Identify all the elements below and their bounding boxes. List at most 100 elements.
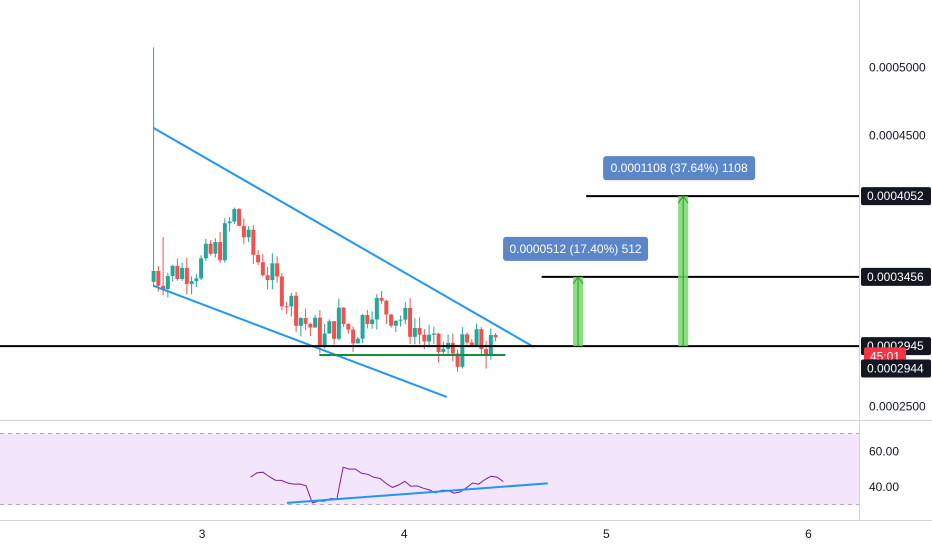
candle-down	[308, 322, 313, 337]
candle-body	[208, 243, 213, 254]
candle-up	[151, 47, 156, 288]
candle-body	[260, 262, 265, 276]
candle-up	[289, 292, 294, 317]
price-axis[interactable]: 0.0005000 0.0004500 0.0002500	[869, 61, 926, 414]
candle-down	[465, 332, 470, 345]
wedge-upper-trendline[interactable]	[153, 127, 535, 348]
candle-down	[256, 250, 261, 266]
measure-label-text: 0.0001108 (37.64%) 1108	[611, 161, 748, 175]
rsi-axis[interactable]: 60.00 40.00	[869, 444, 899, 494]
candle-body	[460, 334, 465, 367]
measure-label-bg	[503, 236, 649, 261]
rsi-panel	[0, 433, 859, 506]
measure-labels[interactable]: 0.0000512 (17.40%) 512 0.0001108 (37.64%…	[503, 156, 756, 261]
candle-down	[284, 302, 289, 314]
candle-body	[151, 270, 156, 282]
candle-up	[460, 327, 465, 369]
candle-body	[398, 319, 403, 321]
candle-up	[431, 326, 436, 344]
candle-down	[351, 326, 356, 352]
price-tag[interactable]: 0.0002944	[861, 359, 931, 378]
price-tags[interactable]: 0.0004052 0.0003456 0.0002945 45:01 0.00…	[861, 187, 931, 378]
candle-body	[403, 307, 408, 320]
candle-body	[284, 306, 289, 308]
candle-body	[427, 334, 432, 342]
price-tick-label: 0.0004500	[869, 128, 926, 142]
arrow-head-icon	[677, 195, 689, 204]
candle-down	[237, 208, 242, 227]
rsi-line	[250, 466, 504, 504]
price-tag-bg	[861, 359, 931, 378]
candle-down	[184, 257, 189, 295]
candle-up	[403, 302, 408, 325]
candle-down	[175, 258, 180, 281]
time-tick-label: 5	[603, 527, 610, 541]
time-tick-label: 3	[199, 527, 206, 541]
drawings[interactable]	[0, 127, 859, 398]
measure-arrow[interactable]	[572, 276, 584, 347]
candle-down	[379, 290, 384, 304]
candle-body	[384, 300, 389, 315]
wedge-lower-trendline[interactable]	[153, 284, 448, 398]
candle-down	[450, 333, 455, 362]
price-tick-label: 0.0005000	[869, 61, 926, 75]
candle-down	[469, 339, 474, 346]
candle-down	[346, 323, 351, 334]
candle-body	[227, 221, 232, 224]
candle-up	[370, 311, 375, 329]
price-tag-bg	[861, 267, 931, 286]
candle-body	[213, 242, 218, 254]
rsi-trendline[interactable]	[286, 482, 548, 504]
candle-up	[412, 318, 417, 345]
price-tag[interactable]: 0.0004052	[861, 187, 931, 206]
candle-body	[289, 295, 294, 307]
candle-body	[232, 209, 237, 222]
candle-body	[479, 329, 484, 350]
candle-up	[170, 265, 175, 282]
price-tag[interactable]: 0.0003456	[861, 267, 931, 286]
axis-lines	[0, 0, 932, 521]
candle-down	[265, 266, 270, 290]
candle-body	[203, 243, 208, 259]
candle-body	[379, 297, 384, 301]
price-tag-text: 0.0002944	[867, 362, 924, 376]
candle-body	[417, 327, 422, 335]
candle-up	[165, 272, 170, 298]
candle-body	[351, 329, 356, 344]
candle-body	[322, 333, 327, 346]
candle-body	[237, 209, 242, 226]
candle-body	[327, 321, 332, 334]
candle-body	[265, 275, 270, 281]
candle-up	[446, 334, 451, 355]
candle-down	[417, 317, 422, 345]
candle-up	[336, 298, 341, 341]
candle-up	[393, 320, 398, 333]
time-axis[interactable]: 3 4 5 6	[199, 527, 812, 541]
candle-down	[303, 308, 308, 331]
measure-label-bg	[603, 156, 756, 181]
price-tag-text: 0.0003456	[867, 270, 924, 284]
measure-arrow[interactable]	[677, 195, 689, 347]
candle-body	[275, 263, 280, 277]
candle-up	[180, 262, 185, 281]
candle-body	[156, 270, 161, 286]
candle-body	[441, 348, 446, 353]
candle-down	[455, 349, 460, 372]
candle-down	[341, 307, 346, 328]
measure-label-box[interactable]: 0.0001108 (37.64%) 1108	[603, 156, 756, 181]
measure-label-box[interactable]: 0.0000512 (17.40%) 512	[503, 236, 649, 261]
candle-down	[332, 320, 337, 345]
rsi-tick-label: 60.00	[869, 444, 899, 458]
candle-body	[175, 265, 180, 280]
time-tick-label: 4	[401, 527, 408, 541]
candle-body	[360, 315, 365, 339]
candle-body	[279, 276, 284, 307]
candle-up	[355, 336, 360, 344]
candle-body	[189, 281, 194, 284]
candle-body	[218, 242, 223, 261]
candle-body	[251, 229, 256, 255]
candle-body	[389, 314, 394, 326]
candle-down	[389, 313, 394, 328]
candle-body	[469, 342, 474, 346]
